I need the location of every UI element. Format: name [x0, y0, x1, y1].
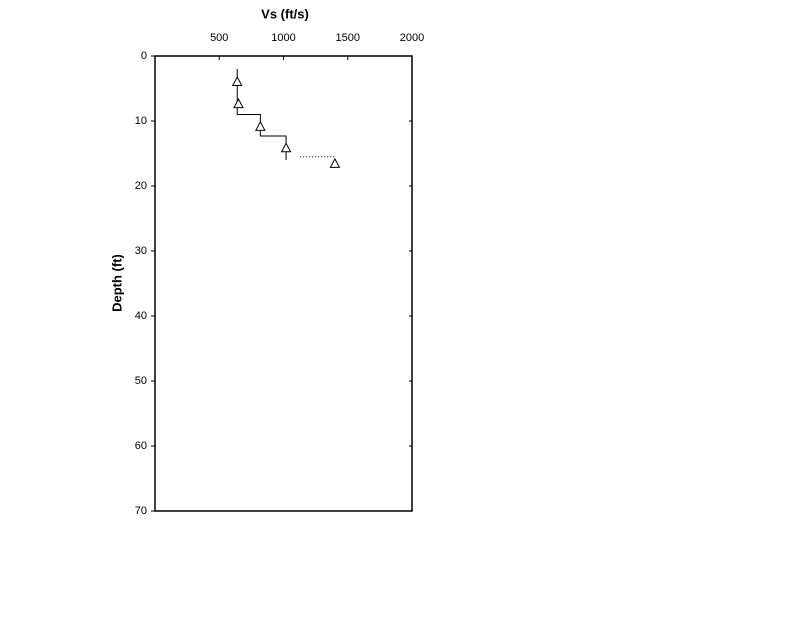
x-tick-label: 2000: [400, 32, 424, 44]
triangle-marker: [280, 142, 292, 153]
triangle-marker: [233, 98, 244, 109]
profile-line: [236, 69, 287, 160]
x-axis-label: Vs (ft/s): [261, 6, 309, 21]
y-tick-label: 70: [135, 505, 147, 517]
plot-frame: [154, 55, 413, 512]
y-tick-label: 50: [135, 375, 147, 387]
triangle-marker: [329, 157, 341, 168]
y-tick-label: 10: [135, 115, 147, 127]
triangle-marker: [255, 120, 266, 131]
x-tick-label: 1500: [336, 32, 360, 44]
y-tick-label: 0: [141, 50, 147, 62]
y-tick-label: 60: [135, 440, 147, 452]
y-tick-label: 20: [135, 180, 147, 192]
y-tick-label: 40: [135, 310, 147, 322]
y-axis-label: Depth (ft): [109, 254, 124, 312]
y-tick-label: 30: [135, 245, 147, 257]
x-tick-label: 1000: [271, 32, 295, 44]
triangle-marker: [231, 75, 243, 86]
x-tick-label: 500: [210, 32, 228, 44]
